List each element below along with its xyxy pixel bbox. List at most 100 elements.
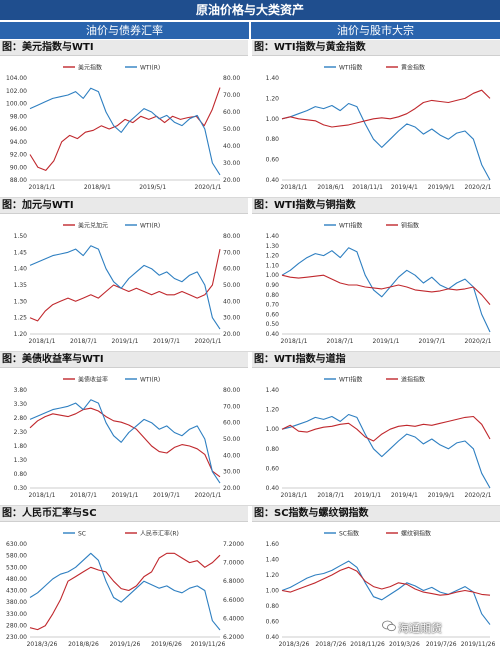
y-right-tick-label: 30.00	[223, 160, 240, 167]
y-tick-label: 1.45	[14, 249, 28, 256]
x-tick-label: 2019/7/1	[153, 492, 180, 499]
chart-title: 图：WTI指数与道指	[252, 352, 500, 368]
y-tick-label: 0.90	[266, 282, 280, 289]
row-divider	[0, 351, 500, 352]
row-divider	[0, 197, 500, 198]
x-tick-label: 2018/7/26	[315, 641, 346, 648]
y-tick-label: 0.40	[266, 485, 280, 492]
x-tick-label: 2019/7/1	[419, 338, 446, 345]
series-line	[29, 407, 221, 478]
x-tick-label: 2020/2/1	[465, 184, 492, 191]
chart-panel-wti-gold: 图：WTI指数与黄金指数 WTI指数 黄金指数 1.40 1.20 1.00 0.80 0.…	[252, 40, 500, 196]
chart-cny-sc: SC 人民币汇率(R) 630.00 580.00 530.00 480.00 430.00…	[6, 530, 244, 649]
legend-label: SC	[78, 531, 86, 538]
y-tick-label: 1.30	[266, 243, 280, 250]
legend-label: 道指指数	[401, 376, 425, 384]
x-tick-label: 2018/1/1	[29, 492, 56, 499]
y-right-tick-label: 30.00	[223, 469, 240, 476]
x-tick-label: 2019/1/1	[112, 492, 139, 499]
chart-panel-wti-copper: 图：WTI指数与铜指数 WTI指数 铜指数 1.40 1.30 1.20 1.10 1.00…	[252, 198, 500, 350]
y-tick-label: 1.20	[266, 407, 280, 414]
x-tick-label: 2018/7/1	[327, 338, 354, 345]
y-tick-label: 1.00	[266, 426, 280, 433]
legend-label: 铜指数	[401, 222, 419, 230]
y-right-tick-label: 80.00	[223, 233, 240, 240]
chart-title: 图：美元指数与WTI	[0, 40, 248, 56]
y-tick-label: 1.30	[14, 457, 28, 464]
chart-panel-wti-dow: 图：WTI指数与道指 WTI指数 道指指数 1.40 1.20 1.00 0.80 0.60…	[252, 352, 500, 504]
legend-label: 螺纹钢指数	[401, 530, 431, 538]
y-right-tick-label: 80.00	[223, 75, 240, 82]
y-right-tick-label: 60.00	[223, 266, 240, 273]
y-tick-label: 2.30	[14, 429, 28, 436]
chart-panel-usd-wti: 图：美元指数与WTI 美元指数 WTI(R) 104.00 102.00 100.00 9…	[0, 40, 248, 196]
chart-wti-dow: WTI指数 道指指数 1.40 1.20 1.00 0.80 0.60 0.402018/1/…	[266, 376, 492, 500]
legend-label: WTI指数	[339, 376, 362, 384]
y-tick-label: 1.80	[14, 443, 28, 450]
y-tick-label: 1.40	[266, 557, 280, 564]
chart-panel-cny-sc: 图：人民币汇率与SC SC 人民币汇率(R) 630.00 580.00 530.00 4…	[0, 506, 248, 653]
y-tick-label: 0.60	[266, 157, 280, 164]
series-line	[281, 102, 491, 181]
y-tick-label: 480.00	[6, 576, 27, 583]
series-line	[29, 87, 221, 176]
y-right-tick-label: 50.00	[223, 126, 240, 133]
y-right-tick-label: 6.8000	[223, 578, 244, 585]
y-right-tick-label: 80.00	[223, 387, 240, 394]
x-tick-label: 2019/1/1	[112, 338, 139, 345]
y-right-tick-label: 60.00	[223, 420, 240, 427]
y-tick-label: 580.00	[6, 553, 27, 560]
y-tick-label: 1.20	[266, 95, 280, 102]
chart-title: 图：人民币汇率与SC	[0, 506, 248, 522]
y-right-tick-label: 6.2000	[223, 634, 244, 641]
series-line	[281, 566, 491, 596]
x-tick-label: 2019/3/26	[389, 641, 420, 648]
y-tick-label: 0.80	[266, 446, 280, 453]
x-tick-label: 2018/11/1	[352, 184, 383, 191]
y-tick-label: 530.00	[6, 564, 27, 571]
x-tick-label: 2020/1/1	[195, 492, 222, 499]
chart-sc-rebar: SC指数 螺纹钢指数1.601.401.201.000.800.600.40201…	[266, 530, 496, 649]
series-line	[29, 552, 221, 631]
x-tick-label: 2019/11/26	[191, 641, 226, 648]
y-right-tick-label: 40.00	[223, 298, 240, 305]
legend-label: WTI指数	[339, 64, 362, 72]
chart-cad-wti: 美元兑加元 WTI(R) 1.50 1.45 1.40 1.35 1.30 1.25 1.20 8…	[14, 222, 241, 346]
legend-label: 人民币汇率(R)	[140, 530, 179, 538]
y-tick-label: 3.30	[14, 401, 28, 408]
x-tick-label: 2019/9/1	[428, 492, 455, 499]
x-tick-label: 2020/1/1	[195, 184, 222, 191]
y-tick-label: 0.40	[266, 634, 280, 641]
y-tick-label: 1.10	[266, 262, 280, 269]
chart-panel-sc-rebar: 图：SC指数与螺纹钢指数 SC指数 螺纹钢指数 1.60 1.40 1.20 1.00 0.…	[252, 506, 500, 653]
y-tick-label: 1.00	[266, 272, 280, 279]
y-tick-label: 630.00	[6, 541, 27, 548]
column-header-right: 油价与股市大宗	[251, 22, 500, 39]
y-tick-label: 230.00	[6, 634, 27, 641]
chart-title: 图：WTI指数与黄金指数	[252, 40, 500, 56]
y-tick-label: 90.00	[10, 164, 27, 171]
x-tick-label: 2018/3/26	[27, 641, 58, 648]
x-tick-label: 2019/9/1	[428, 184, 455, 191]
x-tick-label: 2018/1/1	[29, 184, 56, 191]
y-tick-label: 1.40	[266, 75, 280, 82]
x-tick-label: 2019/1/1	[354, 492, 381, 499]
y-right-tick-label: 7.0000	[223, 560, 244, 567]
y-tick-label: 0.80	[266, 292, 280, 299]
y-right-tick-label: 40.00	[223, 143, 240, 150]
series-line	[29, 245, 221, 330]
y-tick-label: 1.20	[14, 331, 28, 338]
y-tick-label: 104.00	[6, 75, 27, 82]
y-tick-label: 0.50	[266, 321, 280, 328]
page-title: 原油价格与大类资产	[0, 0, 500, 20]
y-tick-label: 1.25	[14, 315, 28, 322]
x-tick-label: 2018/1/1	[281, 492, 308, 499]
y-right-tick-label: 20.00	[223, 485, 240, 492]
y-tick-label: 1.60	[266, 541, 280, 548]
y-right-tick-label: 60.00	[223, 109, 240, 116]
y-tick-label: 280.00	[6, 622, 27, 629]
series-line	[281, 415, 491, 442]
y-right-tick-label: 6.4000	[223, 615, 244, 622]
y-tick-label: 0.60	[266, 619, 280, 626]
chart-wti-gold: WTI指数 黄金指数 1.40 1.20 1.00 0.80 0.60 0.402018/1/…	[266, 64, 492, 192]
